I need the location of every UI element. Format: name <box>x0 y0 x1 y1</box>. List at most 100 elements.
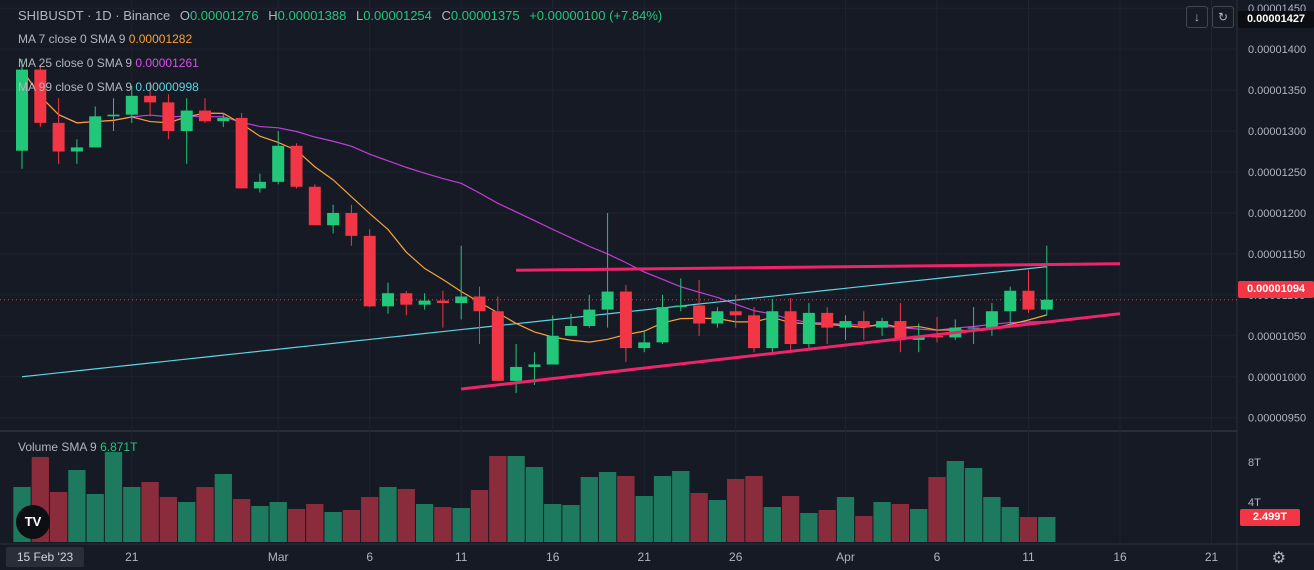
ma99-label: MA 99 close 0 SMA 9 <box>18 80 133 94</box>
resistance-trendline <box>516 262 1121 272</box>
volume-bar <box>287 509 306 542</box>
close-label: C <box>441 8 451 23</box>
volume-bar <box>781 496 800 542</box>
candle-body <box>436 300 449 304</box>
change-value: +0.00000100 (+7.84%) <box>529 8 663 23</box>
candle-body <box>510 366 523 381</box>
volume-box: 2.499T <box>1240 509 1300 526</box>
ma7-line <box>21 69 1047 343</box>
candle-body <box>931 335 943 338</box>
download-icon[interactable]: ↓ <box>1186 6 1208 28</box>
candle-body <box>638 342 651 349</box>
volume-bar <box>415 504 434 542</box>
open-label: O <box>179 8 190 23</box>
candle-body <box>89 116 102 148</box>
candle-body <box>491 311 504 381</box>
candle-body <box>180 110 193 132</box>
volume-bar <box>232 499 251 542</box>
gear-icon[interactable]: ⚙ <box>1271 550 1286 567</box>
price-tick-label: 0.00001200 <box>1248 208 1306 220</box>
high-label: H <box>268 8 278 23</box>
candle-body <box>70 147 83 152</box>
volume-bar <box>123 487 141 542</box>
volume-bar <box>708 500 727 542</box>
volume-bar <box>800 513 818 542</box>
candle-body <box>418 300 431 305</box>
volume-bar <box>214 474 232 542</box>
volume-bar <box>928 477 946 542</box>
volume-value: 6.871T <box>100 440 138 454</box>
ma99-value: 0.00000998 <box>135 80 199 94</box>
price-tick-label: 0.00001150 <box>1248 249 1305 261</box>
candle-body <box>565 325 577 336</box>
candle-body <box>16 69 28 151</box>
first-date-box <box>6 547 84 567</box>
volume-bar <box>544 504 562 542</box>
volume-bar <box>525 467 544 542</box>
volume-bar <box>306 504 324 542</box>
volume-bar <box>269 502 287 542</box>
open-value: 0.00001276 <box>189 8 259 23</box>
ma25-legend[interactable]: MA 25 close 0 SMA 9 0.00001261 <box>18 56 199 70</box>
ma7-legend[interactable]: MA 7 close 0 SMA 9 0.00001282 <box>18 32 192 46</box>
time-tick-label: Mar <box>268 550 289 564</box>
candle-body <box>199 110 211 122</box>
price-tick-label: 0.00001000 <box>1248 372 1306 384</box>
volume-bar <box>434 507 452 542</box>
volume-bar <box>1038 517 1056 542</box>
volume-bar <box>635 496 653 542</box>
candle-body <box>748 315 760 349</box>
candle-body <box>52 122 65 152</box>
volume-bar <box>1001 507 1019 542</box>
volume-bar <box>653 476 672 542</box>
replay-icon[interactable]: ↻ <box>1212 6 1234 28</box>
candle-body <box>382 293 394 307</box>
volume-bar <box>836 497 855 542</box>
volume-bar <box>891 504 910 542</box>
volume-bar <box>104 452 123 542</box>
time-tick-label: 6 <box>934 550 941 564</box>
time-tick-label: 11 <box>455 550 468 564</box>
time-tick-label: 16 <box>546 550 560 564</box>
volume-bar <box>910 509 928 542</box>
ma99-legend[interactable]: MA 99 close 0 SMA 9 0.00000998 <box>18 80 199 94</box>
ma7-label: MA 7 close 0 SMA 9 <box>18 32 126 46</box>
candle-body <box>217 117 230 122</box>
volume-bar <box>379 487 397 542</box>
price-tick-label: 0.00000950 <box>1248 413 1306 425</box>
low-value: 0.00001254 <box>363 8 432 23</box>
candle-body <box>473 296 486 312</box>
candle-body <box>619 291 632 349</box>
ma25-label: MA 25 close 0 SMA 9 <box>18 56 133 70</box>
price-tick-label: 0.00001250 <box>1248 167 1306 179</box>
close-value: 0.00001375 <box>450 8 520 23</box>
candle-body <box>253 181 266 189</box>
candle-body <box>583 309 596 326</box>
candle-body <box>711 311 724 324</box>
candle-body <box>125 95 138 115</box>
candle-body <box>656 307 669 343</box>
tradingview-logo[interactable]: TV <box>16 505 50 539</box>
candle-body <box>766 311 779 349</box>
candle-body <box>327 212 340 226</box>
time-tick-label: 26 <box>729 550 743 564</box>
time-tick-label: 16 <box>1113 550 1127 564</box>
candle-body <box>729 311 742 316</box>
candle-body <box>1022 290 1035 310</box>
ma99-line <box>21 266 1047 378</box>
volume-bar <box>251 506 269 542</box>
ma7-value: 0.00001282 <box>128 32 193 46</box>
volume-bar <box>507 456 525 542</box>
candle-body <box>363 235 376 307</box>
time-tick-label: 21 <box>125 550 139 564</box>
first-date-label: 15 Feb '23 <box>17 550 74 564</box>
volume-bar <box>855 516 873 542</box>
volume-legend[interactable]: Volume SMA 9 6.871T <box>18 440 137 454</box>
support-trendline <box>461 312 1121 391</box>
candle-body <box>802 312 815 344</box>
volume-bar <box>1019 517 1038 542</box>
volume-bar <box>159 497 178 542</box>
candle-body <box>107 114 120 117</box>
candle-body <box>674 305 687 308</box>
